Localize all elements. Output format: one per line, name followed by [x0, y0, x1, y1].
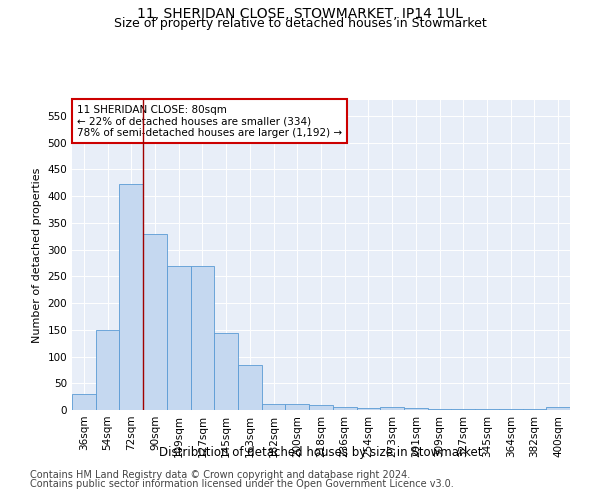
- Text: Contains public sector information licensed under the Open Government Licence v3: Contains public sector information licen…: [30, 479, 454, 489]
- Bar: [191, 266, 214, 410]
- Bar: [286, 404, 309, 410]
- Bar: [309, 404, 333, 410]
- Bar: [356, 408, 380, 410]
- Text: Distribution of detached houses by size in Stowmarket: Distribution of detached houses by size …: [159, 446, 483, 459]
- Bar: [546, 408, 570, 410]
- Bar: [143, 234, 167, 410]
- Bar: [262, 404, 286, 410]
- Text: Contains HM Land Registry data © Crown copyright and database right 2024.: Contains HM Land Registry data © Crown c…: [30, 470, 410, 480]
- Bar: [238, 364, 262, 410]
- Bar: [119, 184, 143, 410]
- Bar: [72, 394, 96, 410]
- Bar: [167, 266, 191, 410]
- Text: 11, SHERIDAN CLOSE, STOWMARKET, IP14 1UL: 11, SHERIDAN CLOSE, STOWMARKET, IP14 1UL: [137, 8, 463, 22]
- Bar: [333, 408, 356, 410]
- Bar: [96, 330, 119, 410]
- Text: Size of property relative to detached houses in Stowmarket: Size of property relative to detached ho…: [113, 18, 487, 30]
- Bar: [380, 408, 404, 410]
- Bar: [404, 408, 428, 410]
- Y-axis label: Number of detached properties: Number of detached properties: [32, 168, 42, 342]
- Text: 11 SHERIDAN CLOSE: 80sqm
← 22% of detached houses are smaller (334)
78% of semi-: 11 SHERIDAN CLOSE: 80sqm ← 22% of detach…: [77, 104, 342, 138]
- Bar: [214, 332, 238, 410]
